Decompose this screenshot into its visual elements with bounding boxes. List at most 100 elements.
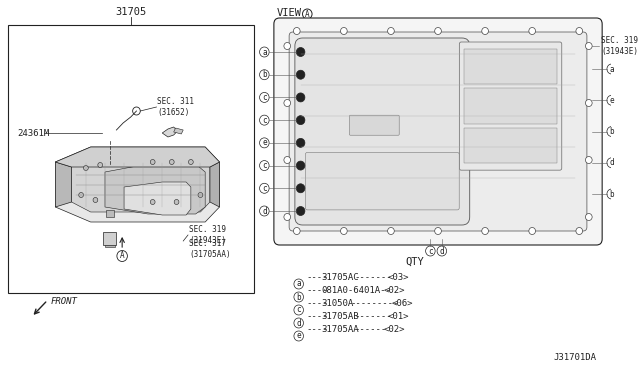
Polygon shape xyxy=(162,127,177,137)
Circle shape xyxy=(260,70,269,80)
Text: <03>: <03> xyxy=(387,273,409,282)
Text: b: b xyxy=(609,127,614,136)
Text: c: c xyxy=(428,247,433,256)
Text: b: b xyxy=(296,292,301,301)
Text: d: d xyxy=(440,247,444,256)
Circle shape xyxy=(340,28,348,35)
Circle shape xyxy=(260,138,269,148)
Circle shape xyxy=(576,28,582,35)
Text: ------: ------ xyxy=(355,325,387,334)
Polygon shape xyxy=(210,162,220,207)
Circle shape xyxy=(260,183,269,193)
Circle shape xyxy=(294,28,300,35)
Polygon shape xyxy=(103,232,116,245)
Circle shape xyxy=(296,48,305,57)
Text: e: e xyxy=(296,331,301,340)
Polygon shape xyxy=(105,164,205,214)
Circle shape xyxy=(150,160,155,164)
Polygon shape xyxy=(173,128,183,134)
Circle shape xyxy=(607,126,616,137)
Circle shape xyxy=(284,214,291,221)
Circle shape xyxy=(607,158,616,168)
Circle shape xyxy=(294,279,303,289)
Text: c: c xyxy=(262,161,267,170)
Polygon shape xyxy=(72,157,210,212)
Circle shape xyxy=(294,305,303,315)
FancyBboxPatch shape xyxy=(295,38,470,225)
FancyBboxPatch shape xyxy=(305,153,460,210)
Circle shape xyxy=(174,199,179,205)
Circle shape xyxy=(435,28,442,35)
Circle shape xyxy=(586,157,592,164)
Circle shape xyxy=(284,157,291,164)
Circle shape xyxy=(586,99,592,106)
Text: c: c xyxy=(262,184,267,193)
Text: b: b xyxy=(262,70,267,79)
FancyBboxPatch shape xyxy=(460,42,562,170)
Circle shape xyxy=(426,246,435,256)
Text: ----: ---- xyxy=(307,286,328,295)
Circle shape xyxy=(260,92,269,102)
Circle shape xyxy=(482,28,488,35)
Text: VIEW: VIEW xyxy=(276,8,301,18)
FancyBboxPatch shape xyxy=(349,115,399,135)
Circle shape xyxy=(117,250,127,262)
Circle shape xyxy=(296,70,305,79)
Circle shape xyxy=(93,198,98,202)
Circle shape xyxy=(150,199,155,205)
Text: <02>: <02> xyxy=(383,325,404,334)
Text: A: A xyxy=(120,251,124,260)
Text: -------: ------- xyxy=(355,312,392,321)
Circle shape xyxy=(132,107,140,115)
Text: <02>: <02> xyxy=(383,286,404,295)
Text: 31705: 31705 xyxy=(115,7,147,17)
Circle shape xyxy=(296,116,305,125)
Text: ----: ---- xyxy=(307,273,328,282)
Text: 31705AB: 31705AB xyxy=(321,312,359,321)
Circle shape xyxy=(296,161,305,170)
Text: -------: ------- xyxy=(355,273,392,282)
Circle shape xyxy=(296,138,305,147)
Text: ----: ---- xyxy=(307,299,328,308)
Polygon shape xyxy=(55,162,72,207)
Circle shape xyxy=(529,228,536,234)
Circle shape xyxy=(303,9,312,19)
Circle shape xyxy=(170,160,174,164)
Circle shape xyxy=(576,228,582,234)
Text: <06>: <06> xyxy=(392,299,413,308)
Circle shape xyxy=(586,214,592,221)
Text: 081A0-6401A--: 081A0-6401A-- xyxy=(321,286,392,295)
Text: a: a xyxy=(262,48,267,57)
Circle shape xyxy=(607,189,616,199)
Text: 31050A: 31050A xyxy=(321,299,354,308)
Text: A: A xyxy=(305,10,310,19)
Circle shape xyxy=(260,115,269,125)
Circle shape xyxy=(294,331,303,341)
Text: 31705AA: 31705AA xyxy=(321,325,359,334)
Bar xyxy=(464,128,557,163)
Circle shape xyxy=(388,228,394,234)
Circle shape xyxy=(437,246,447,256)
Circle shape xyxy=(586,42,592,49)
Circle shape xyxy=(607,95,616,105)
Circle shape xyxy=(284,99,291,106)
Text: ----: ---- xyxy=(307,325,328,334)
Text: e: e xyxy=(609,96,614,105)
Bar xyxy=(8,25,254,293)
Circle shape xyxy=(79,192,83,198)
Circle shape xyxy=(296,184,305,193)
Circle shape xyxy=(482,228,488,234)
Text: FRONT: FRONT xyxy=(51,297,77,306)
Circle shape xyxy=(340,228,348,234)
Text: ---------: --------- xyxy=(350,299,399,308)
Text: e: e xyxy=(262,138,267,147)
Text: c: c xyxy=(296,305,301,314)
Text: d: d xyxy=(262,206,267,215)
Text: a: a xyxy=(296,279,301,289)
Text: a: a xyxy=(609,64,614,74)
Text: SEC. 319
(31943E): SEC. 319 (31943E) xyxy=(601,36,638,56)
Bar xyxy=(464,49,557,84)
Text: QTY: QTY xyxy=(406,257,424,267)
Circle shape xyxy=(296,206,305,215)
Circle shape xyxy=(260,161,269,171)
